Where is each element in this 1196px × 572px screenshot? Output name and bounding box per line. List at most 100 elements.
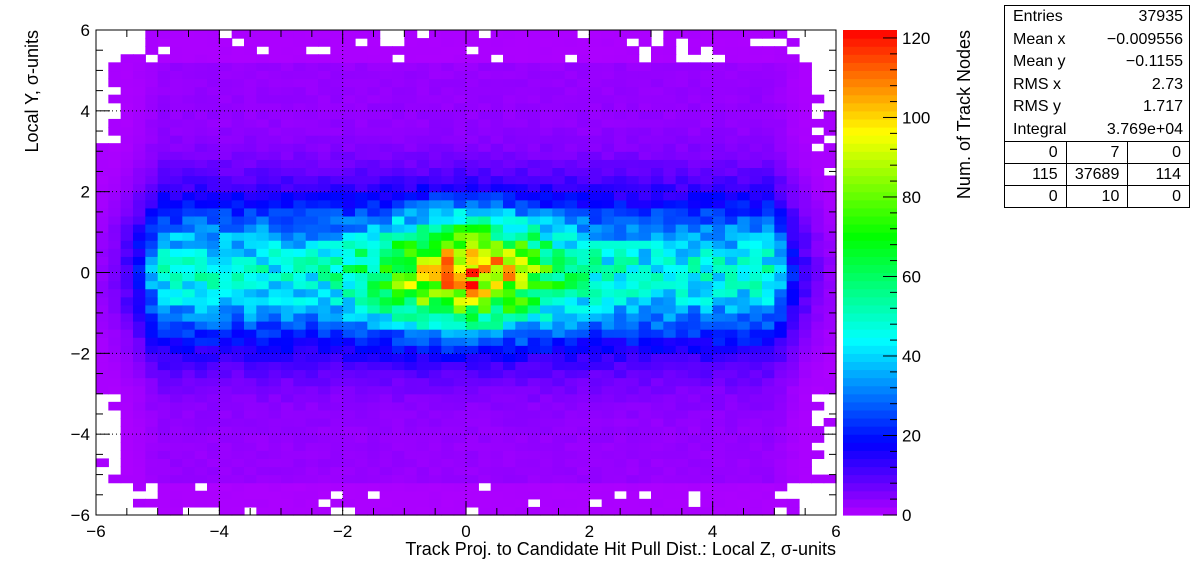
heatmap-cell — [367, 183, 381, 193]
heatmap-cell — [774, 256, 788, 266]
heatmap-cell — [564, 450, 578, 460]
heatmap-cell — [231, 401, 245, 411]
heatmap-cell — [120, 337, 134, 346]
heatmap-cell — [194, 62, 208, 72]
heatmap-cell — [330, 151, 344, 160]
heatmap-cell — [799, 466, 812, 476]
heatmap-cell — [712, 280, 726, 290]
heatmap-cell — [133, 78, 146, 88]
heatmap-cell — [355, 264, 368, 274]
heatmap-cell — [589, 46, 603, 55]
heatmap-cell — [182, 280, 196, 290]
heatmap-cell — [675, 264, 689, 274]
heatmap-cell — [256, 135, 270, 144]
heatmap-cell — [540, 264, 553, 274]
heatmap-cell — [688, 46, 701, 55]
heatmap-cell — [786, 345, 800, 354]
heatmap-cell — [145, 143, 159, 152]
heatmap-cell — [281, 151, 294, 160]
heatmap-cell — [182, 127, 196, 136]
heatmap-cell — [614, 102, 627, 112]
heatmap-cell — [811, 337, 825, 346]
heatmap-cell — [342, 256, 356, 266]
heatmap-cell — [466, 86, 479, 96]
heatmap-cell — [540, 199, 553, 209]
heatmap-cell — [441, 54, 455, 63]
heatmap-cell — [478, 337, 492, 346]
heatmap-cell — [651, 353, 664, 363]
heatmap-cell — [589, 369, 603, 379]
heatmap-cell — [293, 434, 307, 443]
heatmap-cell — [700, 159, 714, 169]
heatmap-cell — [601, 482, 615, 492]
heatmap-cell — [355, 102, 368, 112]
heatmap-cell — [688, 256, 701, 266]
heatmap-cell — [355, 466, 368, 476]
heatmap-cell — [441, 94, 455, 104]
heatmap-cell — [108, 224, 122, 233]
heatmap-cell — [737, 426, 751, 435]
heatmap-cell — [170, 46, 183, 55]
heatmap-cell — [207, 321, 220, 330]
heatmap-cell — [478, 102, 492, 112]
heatmap-cell — [330, 215, 344, 225]
heatmap-cell — [663, 304, 677, 314]
heatmap-cell — [268, 151, 282, 160]
heatmap-cell — [762, 110, 775, 120]
heatmap-cell — [256, 183, 270, 193]
heatmap-cell — [527, 280, 541, 290]
heatmap-cell — [601, 118, 615, 128]
heatmap-cell — [503, 38, 516, 47]
heatmap-cell — [170, 393, 183, 403]
heatmap-cell — [638, 94, 652, 104]
heatmap-cell — [281, 474, 294, 484]
heatmap-cell — [737, 466, 751, 476]
color-scale-band — [843, 143, 897, 152]
heatmap-cell — [799, 280, 812, 290]
heatmap-cell — [540, 191, 553, 201]
heatmap-cell — [688, 94, 701, 104]
heatmap-cell — [786, 304, 800, 314]
heatmap-cell — [540, 248, 553, 257]
heatmap-cell — [577, 337, 590, 346]
heatmap-cell — [305, 264, 319, 274]
heatmap-cell — [355, 70, 368, 80]
heatmap-cell — [293, 38, 307, 47]
heatmap-cell — [515, 506, 529, 516]
heatmap-cell — [786, 232, 800, 241]
heatmap-cell — [626, 296, 640, 306]
heatmap-cell — [182, 321, 196, 330]
heatmap-cell — [577, 329, 590, 338]
heatmap-cell — [305, 482, 319, 492]
heatmap-cell — [429, 175, 442, 185]
heatmap-cell — [367, 304, 381, 314]
heatmap-cell — [244, 199, 257, 209]
heatmap-cell — [429, 240, 442, 249]
heatmap-cell — [811, 272, 825, 282]
heatmap-cell — [416, 353, 430, 363]
heatmap-cell — [774, 215, 788, 225]
heatmap-cell — [811, 248, 825, 257]
heatmap-cell — [700, 426, 714, 435]
heatmap-cell — [231, 232, 245, 241]
heatmap-cell — [231, 94, 245, 104]
heatmap-cell — [330, 54, 344, 63]
heatmap-cell — [281, 498, 294, 508]
heatmap-cell — [577, 232, 590, 241]
heatmap-cell — [786, 409, 800, 419]
heatmap-cell — [429, 70, 442, 80]
heatmap-cell — [651, 385, 664, 395]
heatmap-cell — [478, 62, 492, 72]
heatmap-cell — [675, 442, 689, 451]
heatmap-cell — [552, 94, 566, 104]
heatmap-cell — [392, 127, 405, 136]
heatmap-cell — [416, 312, 430, 322]
heatmap-cell — [453, 312, 467, 322]
heatmap-cell — [737, 337, 751, 346]
heatmap-cell — [244, 264, 257, 274]
heatmap-cell — [466, 466, 479, 476]
heatmap-cell — [441, 62, 455, 72]
heatmap-cell — [244, 272, 257, 282]
heatmap-cell — [342, 207, 356, 217]
heatmap-cell — [515, 207, 529, 217]
